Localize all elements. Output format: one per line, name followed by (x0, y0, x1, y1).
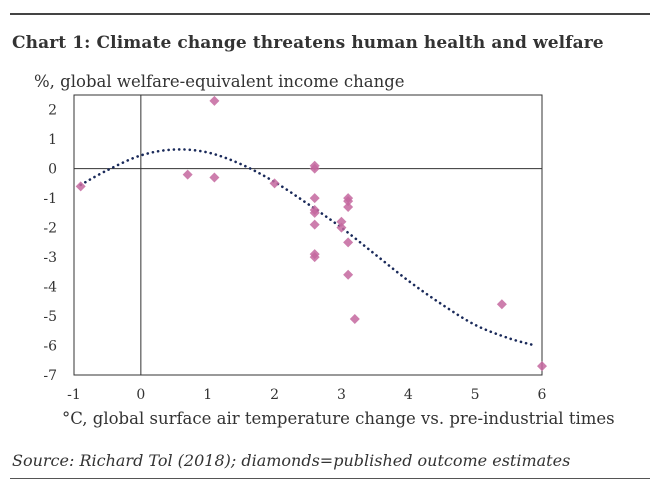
diamond-point (269, 178, 280, 189)
diamond-point (349, 314, 360, 324)
diamond-point (309, 252, 320, 263)
top-rule (10, 13, 650, 15)
x-axis-label: °C, global surface air temperature chang… (62, 409, 615, 428)
diamond-point (209, 95, 220, 106)
diamond-point (309, 219, 320, 230)
y-tick-label: -5 (43, 309, 57, 325)
y-tick-label: -4 (43, 280, 57, 296)
chart-title: Chart 1: Climate change threatens human … (12, 33, 604, 53)
x-tick-label: 4 (404, 387, 413, 403)
y-tick-label: -7 (43, 368, 57, 384)
diamond-point (309, 193, 320, 204)
fitted-curve-line (79, 148, 537, 347)
y-axis-label: %, global welfare-equivalent income chan… (34, 72, 405, 91)
x-tick-label: 6 (538, 387, 547, 403)
diamond-point (343, 202, 354, 212)
diamond-point (336, 222, 347, 233)
y-tick-label: -2 (43, 221, 57, 237)
diamond-point (537, 361, 547, 372)
y-tick-label: -6 (43, 339, 57, 355)
plot-frame (73, 94, 543, 376)
y-tick-label: -1 (43, 191, 57, 207)
y-tick-label: 1 (48, 132, 57, 148)
diamond-point (309, 207, 320, 218)
y-tick-label: 0 (48, 162, 57, 178)
diamond-point (343, 269, 354, 280)
x-tick-label: 5 (471, 387, 480, 403)
bottom-rule (10, 478, 650, 479)
y-tick-label: -3 (43, 250, 57, 266)
diamond-point (336, 216, 347, 227)
x-tick-label: 1 (203, 387, 212, 403)
y-tick-label: 2 (48, 103, 57, 119)
diamond-point (182, 169, 193, 180)
diamond-point (209, 172, 220, 183)
diamond-point (75, 181, 86, 192)
x-tick-label: 2 (270, 387, 279, 403)
x-tick-label: -1 (67, 387, 81, 403)
diamond-point (309, 163, 320, 174)
diamond-point (343, 196, 354, 207)
diamond-point (343, 237, 354, 248)
x-tick-label: 3 (337, 387, 346, 403)
x-tick-label: 0 (136, 387, 145, 403)
diamond-point (496, 299, 507, 310)
source-note: Source: Richard Tol (2018); diamonds=pub… (12, 451, 571, 470)
